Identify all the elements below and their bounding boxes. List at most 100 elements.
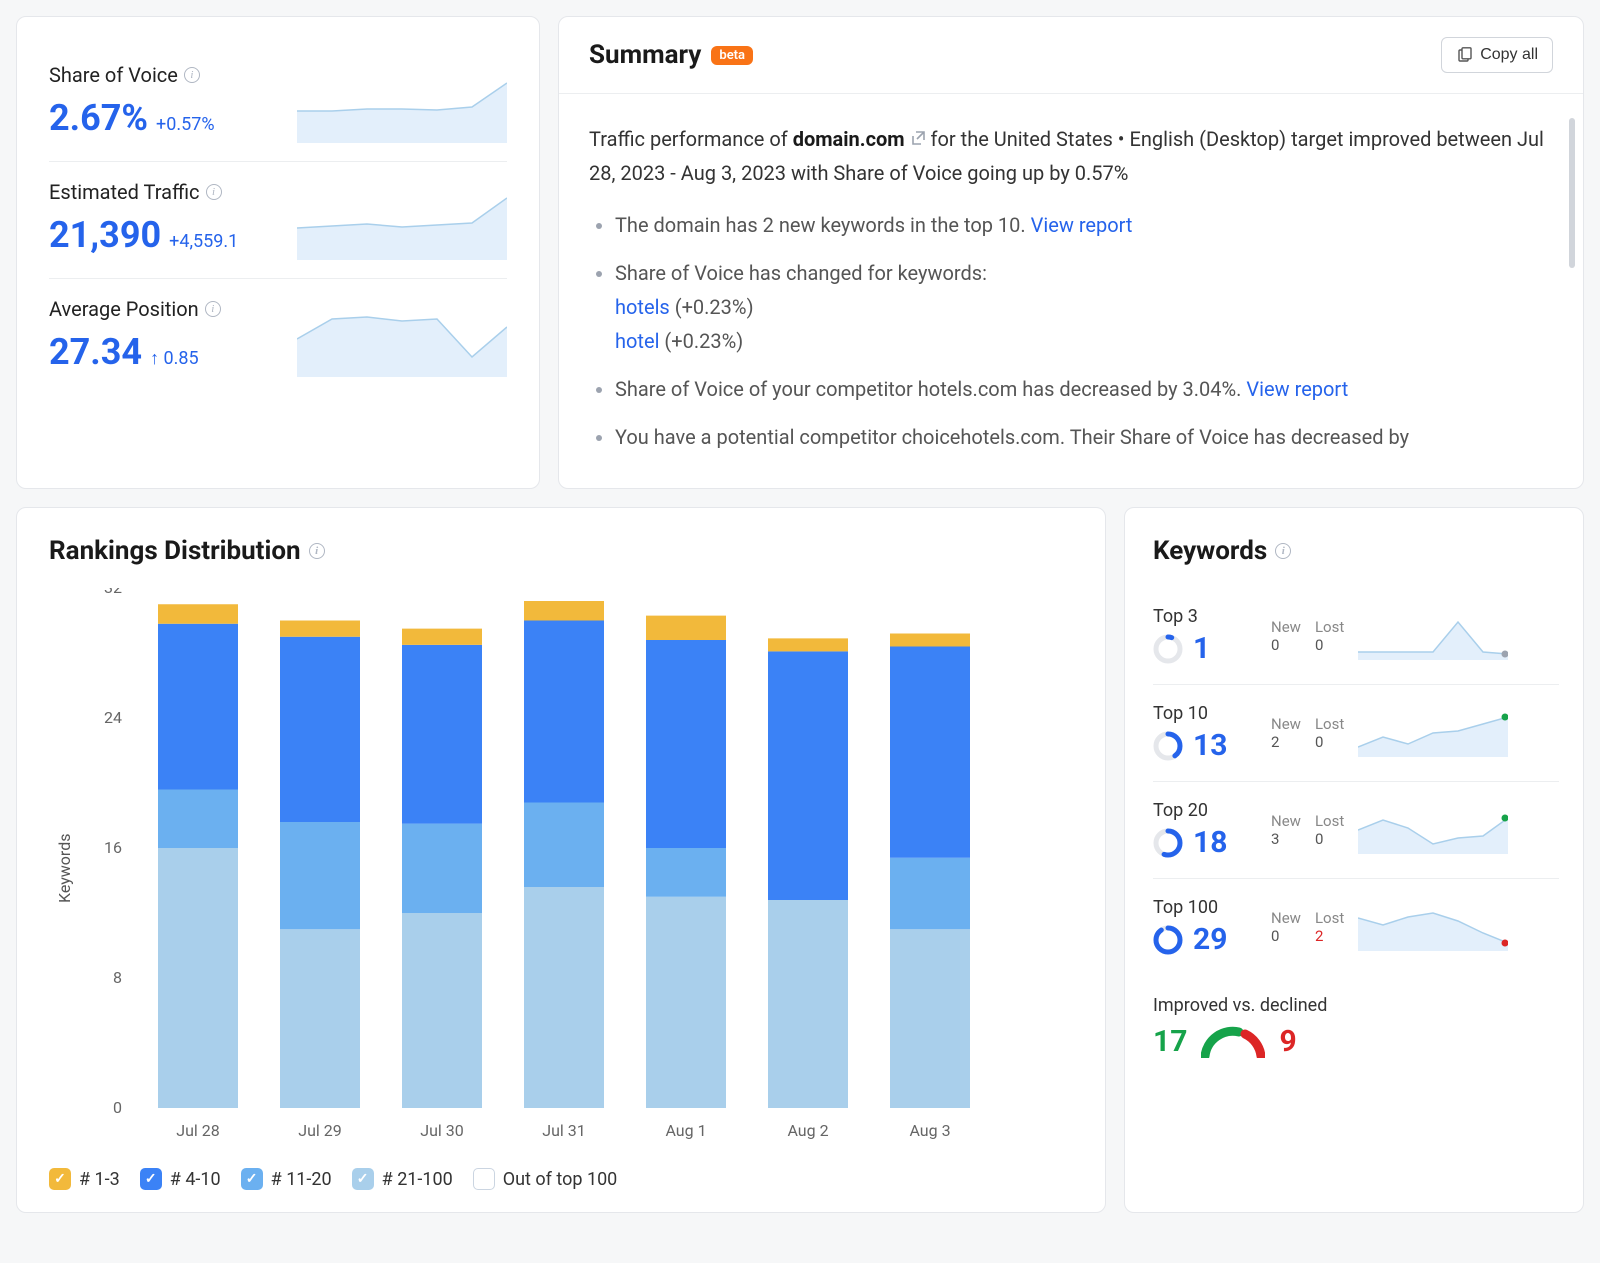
keyword-ring-icon — [1153, 925, 1183, 955]
bar-segment[interactable] — [768, 900, 848, 1108]
svg-text:Aug 2: Aug 2 — [787, 1121, 828, 1140]
svg-text:24: 24 — [104, 708, 122, 727]
svg-text:Jul 31: Jul 31 — [542, 1121, 586, 1140]
metric-delta: +0.57% — [156, 114, 215, 135]
bar-segment[interactable] — [280, 621, 360, 637]
info-icon[interactable]: i — [184, 67, 200, 83]
metric-label: Estimated Traffic i — [49, 180, 297, 204]
bar-segment[interactable] — [280, 822, 360, 929]
metric-estimated-traffic: Estimated Traffic i 21,390 +4,559.1 — [49, 162, 507, 279]
bar-segment[interactable] — [768, 638, 848, 651]
legend-item[interactable]: # 1-3 — [49, 1168, 120, 1190]
bar-segment[interactable] — [158, 604, 238, 624]
bar-segment[interactable] — [402, 913, 482, 1108]
info-icon[interactable]: i — [309, 543, 325, 559]
summary-lead: Traffic performance of domain.com for th… — [589, 122, 1553, 190]
keyword-ring-icon — [1153, 828, 1183, 858]
info-icon[interactable]: i — [205, 301, 221, 317]
position-sparkline — [297, 297, 507, 377]
metric-value: 21,390 — [49, 214, 161, 256]
bar-segment[interactable] — [524, 887, 604, 1108]
summary-title: Summary beta — [589, 40, 753, 70]
info-icon[interactable]: i — [206, 184, 222, 200]
rankings-title: Rankings Distribution i — [49, 536, 1073, 566]
improved-count: 17 — [1153, 1024, 1187, 1059]
keyword-row: Top 3 1 New0 Lost0 — [1153, 588, 1559, 685]
bar-segment[interactable] — [524, 601, 604, 621]
scrollbar[interactable] — [1569, 118, 1575, 268]
legend-checkbox[interactable] — [352, 1168, 374, 1190]
keyword-ring-icon — [1153, 731, 1183, 761]
legend-item[interactable]: # 4-10 — [140, 1168, 221, 1190]
bar-segment[interactable] — [890, 647, 970, 858]
info-icon[interactable]: i — [1275, 543, 1291, 559]
legend-label: # 11-20 — [271, 1169, 332, 1190]
svg-text:Aug 1: Aug 1 — [665, 1121, 706, 1140]
bar-segment[interactable] — [402, 824, 482, 913]
bar-segment[interactable] — [158, 848, 238, 1108]
bar-segment[interactable] — [646, 848, 726, 897]
keyword-tier-label: Top 3 — [1153, 606, 1257, 627]
keyword-tier-label: Top 20 — [1153, 800, 1257, 821]
bar-segment[interactable] — [524, 621, 604, 803]
chart-legend: # 1-3 # 4-10 # 11-20 # 21-100 Out of top 100 — [49, 1168, 1073, 1190]
view-report-link[interactable]: View report — [1246, 377, 1348, 401]
bar-segment[interactable] — [646, 640, 726, 848]
bar-segment[interactable] — [280, 637, 360, 822]
keyword-row: Top 20 18 New3 Lost0 — [1153, 782, 1559, 879]
view-report-link[interactable]: View report — [1031, 213, 1133, 237]
bar-segment[interactable] — [890, 929, 970, 1108]
declined-count: 9 — [1279, 1024, 1296, 1059]
bar-segment[interactable] — [402, 645, 482, 824]
legend-checkbox[interactable] — [49, 1168, 71, 1190]
svg-text:8: 8 — [113, 968, 122, 987]
keyword-count: 13 — [1193, 728, 1227, 763]
external-link-icon[interactable] — [910, 130, 926, 146]
summary-panel: Summary beta Copy all Traffic performanc… — [558, 16, 1584, 489]
metric-delta: 0.85 — [150, 348, 199, 369]
legend-item[interactable]: Out of top 100 — [473, 1168, 618, 1190]
metric-delta: +4,559.1 — [169, 231, 238, 252]
bar-segment[interactable] — [402, 629, 482, 645]
legend-label: # 4-10 — [170, 1169, 221, 1190]
metric-value: 27.34 — [49, 331, 142, 373]
summary-body: Traffic performance of domain.com for th… — [559, 94, 1583, 488]
bar-segment[interactable] — [890, 634, 970, 647]
keyword-link[interactable]: hotel — [615, 329, 659, 353]
bar-segment[interactable] — [280, 929, 360, 1108]
legend-item[interactable]: # 21-100 — [352, 1168, 453, 1190]
bar-segment[interactable] — [768, 651, 848, 900]
metrics-panel: Share of Voice i 2.67% +0.57% Estimated … — [16, 16, 540, 489]
keyword-count: 18 — [1193, 825, 1227, 860]
legend-checkbox[interactable] — [140, 1168, 162, 1190]
traffic-sparkline — [297, 180, 507, 260]
legend-item[interactable]: # 11-20 — [241, 1168, 332, 1190]
copy-all-button[interactable]: Copy all — [1441, 37, 1553, 73]
legend-label: Out of top 100 — [503, 1169, 618, 1190]
metric-value: 2.67% — [49, 97, 148, 139]
keyword-sparkline — [1358, 806, 1508, 854]
summary-bullet: Share of Voice of your competitor hotels… — [615, 372, 1553, 406]
svg-text:32: 32 — [104, 588, 122, 597]
svg-text:Aug 3: Aug 3 — [909, 1121, 950, 1140]
keyword-sparkline — [1358, 903, 1508, 951]
legend-checkbox[interactable] — [241, 1168, 263, 1190]
keywords-panel: Keywords i Top 3 1 New0 Lost0 — [1124, 507, 1584, 1213]
copy-icon — [1456, 47, 1472, 63]
keyword-new-lost: New2 Lost0 — [1271, 715, 1344, 751]
improved-label: Improved vs. declined — [1153, 995, 1559, 1016]
y-axis-label: Keywords — [49, 588, 74, 1148]
bar-segment[interactable] — [646, 616, 726, 640]
bar-segment[interactable] — [890, 858, 970, 930]
svg-text:Jul 30: Jul 30 — [420, 1121, 464, 1140]
keyword-sparkline — [1358, 709, 1508, 757]
svg-text:16: 16 — [104, 838, 122, 857]
bar-segment[interactable] — [524, 803, 604, 888]
keyword-link[interactable]: hotels — [615, 295, 670, 319]
bar-segment[interactable] — [158, 624, 238, 790]
sov-sparkline — [297, 63, 507, 143]
bar-segment[interactable] — [158, 790, 238, 849]
bar-segment[interactable] — [646, 897, 726, 1108]
keyword-new-lost: New0 Lost2 — [1271, 909, 1344, 945]
legend-checkbox[interactable] — [473, 1168, 495, 1190]
